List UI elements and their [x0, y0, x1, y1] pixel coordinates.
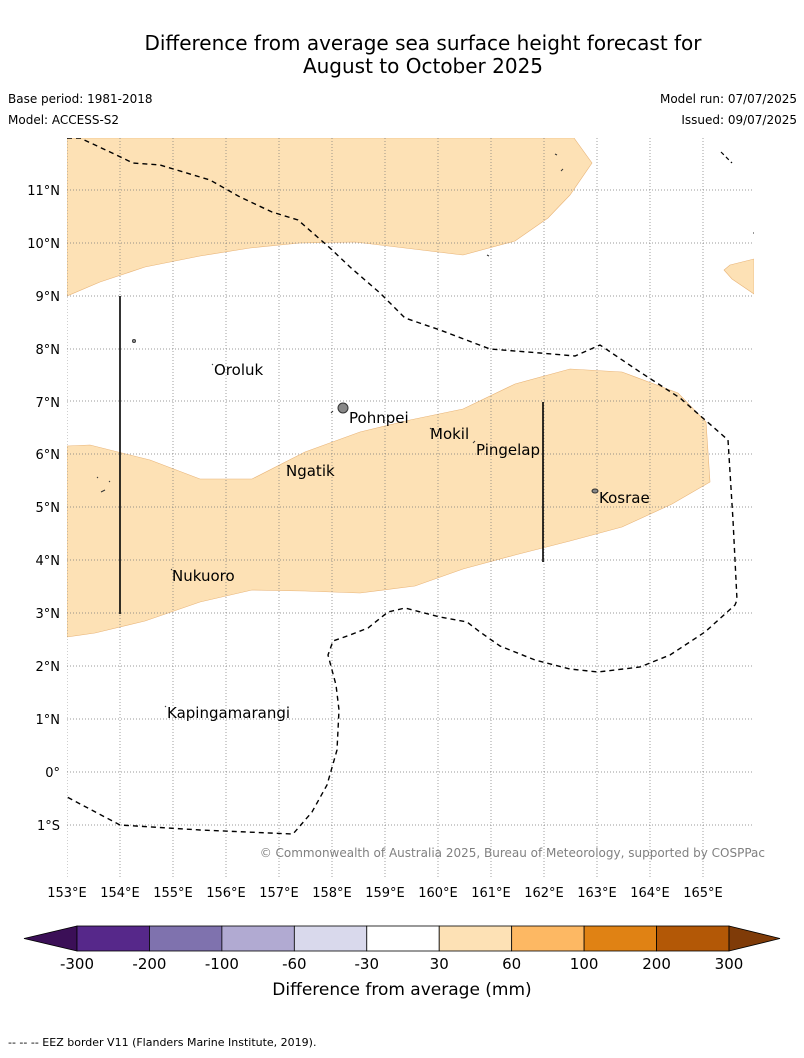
place-label-oroluk: Oroluk: [214, 361, 263, 379]
colorbar: -300 -200 -100 -60 -30 30 60 100 200 300: [23, 925, 781, 973]
lat-label: 2°N: [36, 660, 61, 675]
lon-label: 165°E: [683, 886, 723, 901]
colorbar-tick-label: 60: [502, 955, 521, 973]
lon-label: 158°E: [312, 886, 352, 901]
map-title: Difference from average sea surface heig…: [0, 32, 804, 78]
lon-label: 153°E: [47, 886, 87, 901]
lat-label: 7°N: [36, 396, 61, 411]
colorbar-segment: [656, 925, 730, 952]
place-label-pohnpei: Pohnpei: [349, 409, 409, 427]
colorbar-tick-label: 300: [715, 955, 744, 973]
lat-label: 4°N: [36, 554, 61, 569]
lon-label: 161°E: [471, 886, 511, 901]
graticule: [67, 138, 754, 878]
lon-label: 156°E: [206, 886, 246, 901]
eez-border: [67, 138, 738, 835]
lon-label: 157°E: [259, 886, 299, 901]
issued-date: Issued: 09/07/2025: [681, 113, 797, 127]
lat-label: 5°N: [36, 501, 61, 516]
colorbar-segment: [511, 925, 585, 952]
lat-label: 1°S: [37, 819, 60, 834]
base-period: Base period: 1981-2018: [8, 92, 153, 106]
pohnpei-island: [337, 402, 349, 414]
lon-label: 155°E: [153, 886, 193, 901]
anomaly-region-north: [67, 138, 593, 297]
kosrae-island: [591, 488, 599, 494]
lon-label: 160°E: [418, 886, 458, 901]
place-label-mokil: Mokil: [430, 425, 469, 443]
colorbar-extend-high: [728, 925, 781, 952]
atoll-markers: [96, 153, 754, 708]
latitude-labels: 11°N 10°N 9°N 8°N 7°N 6°N 5°N 4°N 3°N 2°…: [27, 184, 60, 834]
colorbar-segment: [366, 925, 440, 952]
islet-8n: [131, 338, 136, 343]
lat-label: 6°N: [36, 448, 61, 463]
colorbar-segment: [293, 925, 368, 952]
model-run: Model run: 07/07/2025: [659, 92, 797, 106]
lat-label: 9°N: [36, 290, 61, 305]
lon-label: 159°E: [365, 886, 405, 901]
lon-label: 163°E: [577, 886, 617, 901]
place-label-nukuoro: Nukuoro: [172, 567, 235, 585]
lat-label: 10°N: [27, 237, 60, 252]
map-area: Oroluk Pohnpei Mokil Pingelap Ngatik Kos…: [67, 138, 754, 878]
colorbar-tick-label: -200: [132, 955, 166, 973]
colorbar-segment: [221, 925, 295, 952]
lat-label: 1°N: [36, 713, 61, 728]
legend-note: -- -- -- EEZ border V11 (Flanders Marine…: [8, 1036, 317, 1049]
title-line-1: Difference from average sea surface heig…: [144, 31, 702, 55]
colorbar-tick-label: 100: [570, 955, 599, 973]
lat-label: 3°N: [36, 607, 61, 622]
lat-label: 0°: [45, 766, 60, 781]
copyright-note: © Commonwealth of Australia 2025, Bureau…: [260, 846, 765, 860]
lon-label: 162°E: [524, 886, 564, 901]
colorbar-tick-label: -60: [282, 955, 307, 973]
lat-label: 11°N: [27, 184, 60, 199]
lat-label: 8°N: [36, 343, 61, 358]
title-line-2: August to October 2025: [302, 54, 544, 78]
colorbar-tick-label: -100: [205, 955, 239, 973]
colorbar-segment: [149, 925, 223, 952]
colorbar-tick-label: -300: [60, 955, 94, 973]
place-label-pingelap: Pingelap: [476, 441, 540, 459]
eez-border-ne: [720, 151, 733, 164]
anomaly-region-central: [67, 368, 711, 638]
model-name: Model: ACCESS-S2: [8, 113, 120, 127]
anomaly-region-northeast: [723, 258, 754, 295]
colorbar-segment: [583, 925, 657, 952]
place-label-kapingamarangi: Kapingamarangi: [167, 704, 290, 722]
colorbar-tick-label: 200: [642, 955, 671, 973]
longitude-labels: 153°E 154°E 155°E 156°E 157°E 158°E 159°…: [47, 886, 723, 901]
place-label-kosrae: Kosrae: [599, 489, 650, 507]
colorbar-tick-label: 30: [430, 955, 449, 973]
colorbar-extend-low: [23, 925, 78, 952]
place-label-ngatik: Ngatik: [286, 462, 335, 480]
colorbar-segment: [76, 925, 150, 952]
colorbar-tick-label: -30: [355, 955, 380, 973]
lon-label: 164°E: [630, 886, 670, 901]
colorbar-label: Difference from average (mm): [272, 980, 531, 1000]
lon-label: 154°E: [100, 886, 140, 901]
colorbar-segment: [438, 925, 513, 952]
